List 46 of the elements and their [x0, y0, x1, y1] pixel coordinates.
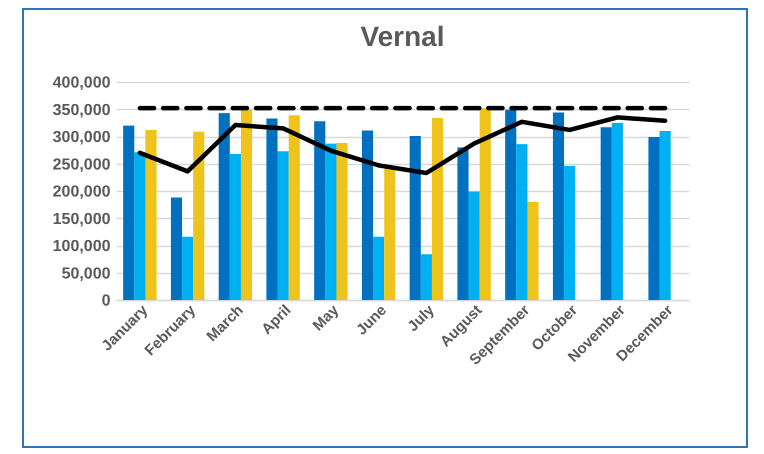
y-tick-label: 100,000: [52, 238, 111, 255]
bar: [182, 236, 194, 300]
bar: [123, 126, 134, 300]
bar: [230, 154, 241, 300]
bar: [373, 236, 384, 300]
bar: [527, 202, 539, 300]
bar: [432, 118, 444, 300]
bar: [480, 108, 491, 300]
bar: [410, 136, 421, 300]
y-tick-label: 150,000: [52, 210, 111, 228]
bar: [362, 130, 374, 300]
bar: [314, 121, 326, 300]
y-tick-label: 0: [102, 292, 111, 310]
bar: [145, 130, 157, 300]
bar: [457, 147, 469, 300]
bar: [516, 144, 528, 300]
x-tick-label: May: [310, 301, 343, 334]
bar: [648, 137, 660, 300]
bar: [288, 115, 300, 300]
y-tick-label: 250,000: [52, 156, 111, 174]
bar: [336, 143, 348, 300]
bar: [600, 127, 612, 300]
y-tick-label: 200,000: [52, 184, 111, 200]
x-tick-label: July: [404, 301, 438, 336]
bar: [193, 132, 204, 300]
bar: [660, 131, 671, 300]
bar: [552, 112, 564, 300]
bar: [278, 151, 289, 300]
bar: [505, 110, 516, 300]
y-tick-label: 300,000: [52, 129, 111, 146]
bar: [325, 144, 336, 300]
bar: [564, 166, 576, 300]
bar: [266, 118, 278, 300]
bar: [612, 122, 623, 300]
y-tick-label: 50,000: [62, 265, 111, 282]
line-series: [138, 115, 668, 176]
bar: [240, 110, 252, 300]
bar: [218, 113, 230, 300]
chart-title: Vernal: [360, 21, 445, 52]
y-tick-label: 400,000: [52, 74, 111, 92]
bar: [134, 152, 146, 300]
bar: [420, 254, 432, 300]
bar: [170, 198, 182, 300]
bar: [384, 168, 396, 300]
bar: [468, 192, 480, 300]
y-tick-label: 350,000: [52, 102, 111, 119]
